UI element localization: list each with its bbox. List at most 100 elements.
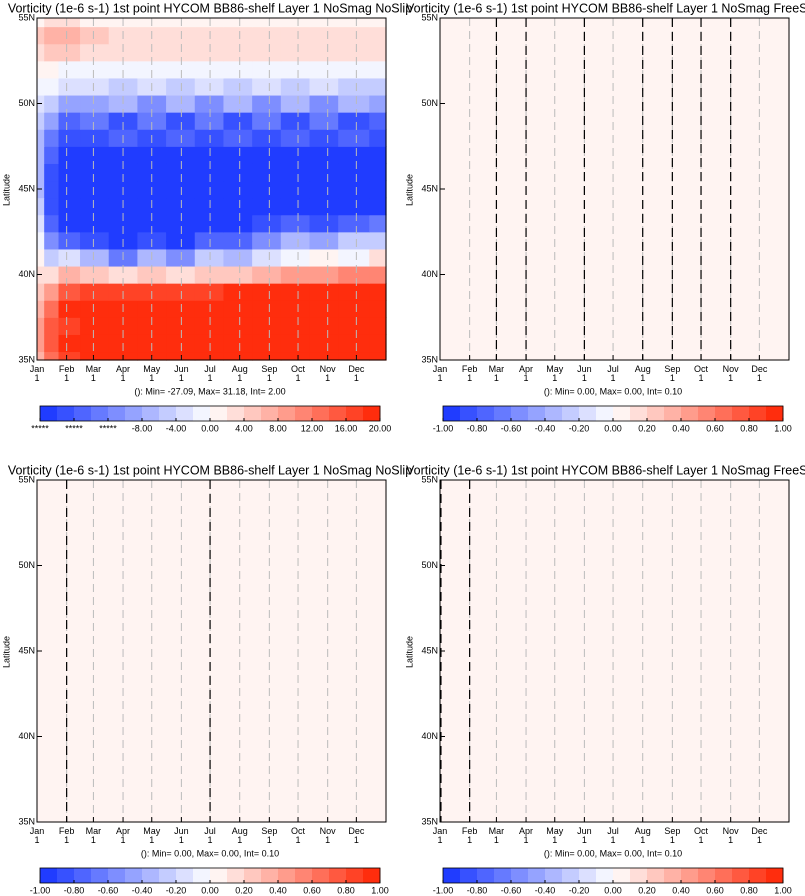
x-tick-label: Mar 1 bbox=[488, 826, 505, 845]
field-cell bbox=[194, 317, 225, 335]
field-cell bbox=[223, 231, 253, 250]
colorbar-segment bbox=[494, 868, 512, 883]
field-cell bbox=[369, 112, 387, 130]
field-cell bbox=[280, 180, 311, 199]
colorbar-segment bbox=[664, 868, 682, 883]
field-cell bbox=[80, 60, 110, 79]
field-cell bbox=[369, 180, 387, 199]
field-cell bbox=[80, 317, 110, 335]
field-cell bbox=[223, 265, 253, 284]
colorbar-segment bbox=[295, 406, 313, 421]
field-cell bbox=[309, 146, 339, 164]
x-tick-label: Apr 1 bbox=[116, 364, 131, 383]
field-cell bbox=[369, 163, 387, 182]
field-cell bbox=[252, 129, 282, 147]
field-cell bbox=[280, 248, 311, 267]
field-cell bbox=[194, 26, 225, 45]
panel-title: Vorticity (1e-6 s-1) 1st point HYCOM BB8… bbox=[406, 463, 805, 477]
x-tick-label: Mar 1 bbox=[488, 364, 505, 383]
x-tick-label: Mar 1 bbox=[85, 364, 102, 383]
field-cell bbox=[108, 43, 138, 62]
colorbar-segment bbox=[562, 406, 580, 421]
field-cell bbox=[369, 94, 387, 113]
field-cell bbox=[280, 163, 311, 182]
colorbar-tick-label: -4.00 bbox=[166, 423, 187, 433]
colorbar-segment bbox=[329, 868, 347, 883]
field-cell bbox=[223, 334, 253, 353]
field-cell bbox=[223, 94, 253, 113]
field-cell bbox=[194, 283, 225, 301]
field-cell bbox=[58, 180, 81, 199]
field-cell bbox=[309, 163, 339, 182]
colorbar-segment bbox=[40, 406, 58, 421]
field-cell bbox=[37, 300, 45, 318]
colorbar-tick-label: -0.80 bbox=[467, 423, 488, 433]
field-cell bbox=[252, 248, 282, 267]
field-cell bbox=[37, 283, 45, 301]
field-cell bbox=[338, 112, 370, 130]
colorbar-tick-label: 0.20 bbox=[638, 885, 656, 895]
field-cell bbox=[108, 317, 138, 335]
colorbar-tick-label: ***** bbox=[99, 423, 117, 433]
x-tick-label: Aug 1 bbox=[634, 826, 651, 845]
field-cell bbox=[166, 112, 196, 130]
field-cell bbox=[58, 317, 81, 335]
field-cell bbox=[166, 283, 196, 301]
field-cell bbox=[194, 265, 225, 284]
field-cell bbox=[80, 112, 110, 130]
colorbar-segment bbox=[647, 868, 665, 883]
field-cell bbox=[44, 129, 60, 147]
field-cell bbox=[194, 129, 225, 147]
field-cell bbox=[37, 197, 45, 216]
field-cell bbox=[309, 129, 339, 147]
colorbar-segment bbox=[363, 868, 381, 883]
field-cell bbox=[280, 197, 311, 216]
field-cell bbox=[252, 214, 282, 233]
field-cell bbox=[37, 214, 45, 233]
field-cell bbox=[369, 26, 387, 45]
y-tick-label: 45N bbox=[18, 183, 35, 193]
field-cell bbox=[338, 163, 370, 182]
field-cell bbox=[223, 300, 253, 318]
colorbar-segment bbox=[460, 868, 478, 883]
field-cell bbox=[194, 94, 225, 113]
panel-title: Vorticity (1e-6 s-1) 1st point HYCOM BB8… bbox=[8, 1, 412, 15]
field-cell bbox=[252, 197, 282, 216]
y-axis-label: Latitude bbox=[404, 636, 414, 668]
field-cell bbox=[194, 146, 225, 164]
field-cell bbox=[252, 334, 282, 353]
colorbar-tick-label: -8.00 bbox=[132, 423, 153, 433]
field-cell bbox=[223, 248, 253, 267]
field-cell bbox=[80, 265, 110, 284]
field-cell bbox=[44, 163, 60, 182]
field-cell bbox=[338, 300, 370, 318]
colorbar-tick-label: 0.00 bbox=[604, 885, 622, 895]
field-cell bbox=[280, 112, 311, 130]
field-cell bbox=[252, 43, 282, 62]
field-cell bbox=[280, 317, 311, 335]
field-cell bbox=[252, 18, 282, 28]
colorbar-tick-label: 20.00 bbox=[369, 423, 392, 433]
x-tick-label: Feb 1 bbox=[58, 826, 75, 845]
field-cell bbox=[80, 26, 110, 45]
field-cell bbox=[309, 77, 339, 96]
y-tick-label: 40N bbox=[18, 269, 35, 279]
field-cell bbox=[223, 283, 253, 301]
field-cell bbox=[166, 231, 196, 250]
field-cell bbox=[252, 94, 282, 113]
field-cell bbox=[58, 26, 81, 45]
colorbar-segment bbox=[545, 868, 563, 883]
x-tick-label: Oct 1 bbox=[694, 364, 709, 383]
field-cell bbox=[280, 146, 311, 164]
field-cell bbox=[194, 197, 225, 216]
colorbar-segment bbox=[698, 406, 716, 421]
field-cell bbox=[44, 112, 60, 130]
colorbar-tick-label: 1.00 bbox=[774, 423, 792, 433]
colorbar-tick-label: 0.40 bbox=[269, 885, 287, 895]
x-tick-label: Jul 1 bbox=[204, 826, 216, 845]
colorbar-segment bbox=[749, 406, 767, 421]
field-cell bbox=[58, 163, 81, 182]
field-cell bbox=[58, 248, 81, 267]
colorbar-segment bbox=[460, 406, 478, 421]
field-cell bbox=[37, 26, 45, 45]
